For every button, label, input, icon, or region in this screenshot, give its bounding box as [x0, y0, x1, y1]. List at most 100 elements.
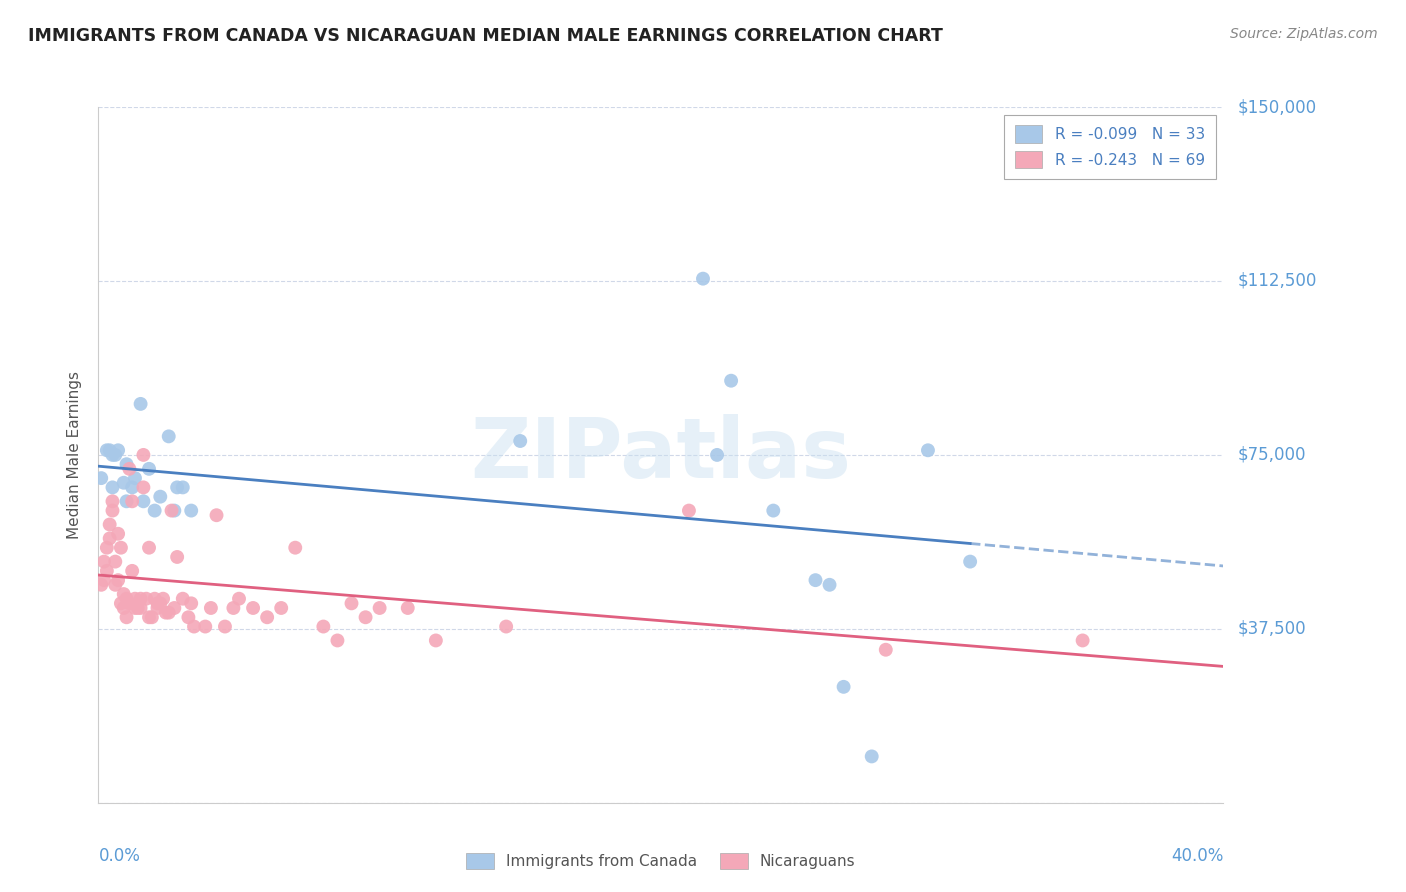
- Point: [155, 606, 177, 620]
- Point: [1071, 633, 1094, 648]
- Point: [163, 503, 186, 517]
- Point: [143, 591, 166, 606]
- Text: ZIPatlas: ZIPatlas: [471, 415, 851, 495]
- Y-axis label: Median Male Earnings: Median Male Earnings: [67, 371, 83, 539]
- Point: [129, 591, 152, 606]
- Point: [124, 591, 146, 606]
- Point: [138, 541, 160, 555]
- Point: [138, 462, 160, 476]
- Point: [112, 601, 135, 615]
- Point: [121, 564, 143, 578]
- Point: [138, 610, 160, 624]
- Point: [90, 578, 112, 592]
- Point: [118, 596, 141, 610]
- Point: [340, 596, 363, 610]
- Point: [270, 601, 292, 615]
- Legend: R = -0.099   N = 33, R = -0.243   N = 69: R = -0.099 N = 33, R = -0.243 N = 69: [1004, 115, 1216, 179]
- Point: [172, 480, 194, 494]
- Point: [354, 610, 377, 624]
- Point: [129, 397, 152, 411]
- Point: [284, 541, 307, 555]
- Point: [118, 462, 141, 476]
- Point: [121, 494, 143, 508]
- Point: [228, 591, 250, 606]
- Point: [163, 601, 186, 615]
- Point: [104, 555, 127, 569]
- Point: [509, 434, 531, 448]
- Point: [115, 610, 138, 624]
- Text: $75,000: $75,000: [1237, 446, 1306, 464]
- Point: [115, 591, 138, 606]
- Point: [149, 490, 172, 504]
- Point: [104, 578, 127, 592]
- Point: [160, 503, 183, 517]
- Point: [425, 633, 447, 648]
- Point: [132, 494, 155, 508]
- Point: [146, 596, 169, 610]
- Point: [96, 541, 118, 555]
- Point: [860, 749, 883, 764]
- Point: [149, 596, 172, 610]
- Point: [141, 610, 163, 624]
- Point: [124, 601, 146, 615]
- Point: [135, 591, 157, 606]
- Point: [205, 508, 228, 523]
- Point: [157, 606, 180, 620]
- Text: IMMIGRANTS FROM CANADA VS NICARAGUAN MEDIAN MALE EARNINGS CORRELATION CHART: IMMIGRANTS FROM CANADA VS NICARAGUAN MED…: [28, 27, 943, 45]
- Text: $150,000: $150,000: [1237, 98, 1316, 116]
- Point: [678, 503, 700, 517]
- Text: $112,500: $112,500: [1237, 272, 1316, 290]
- Point: [180, 596, 202, 610]
- Point: [166, 480, 188, 494]
- Point: [98, 532, 121, 546]
- Point: [720, 374, 742, 388]
- Point: [256, 610, 278, 624]
- Point: [917, 443, 939, 458]
- Point: [143, 503, 166, 517]
- Point: [127, 601, 149, 615]
- Point: [124, 471, 146, 485]
- Point: [121, 480, 143, 494]
- Point: [157, 429, 180, 443]
- Point: [312, 619, 335, 633]
- Point: [959, 555, 981, 569]
- Point: [180, 503, 202, 517]
- Point: [101, 503, 124, 517]
- Text: 40.0%: 40.0%: [1171, 847, 1223, 865]
- Point: [129, 601, 152, 615]
- Point: [326, 633, 349, 648]
- Text: Source: ZipAtlas.com: Source: ZipAtlas.com: [1230, 27, 1378, 41]
- Point: [107, 443, 129, 458]
- Point: [495, 619, 517, 633]
- Point: [818, 578, 841, 592]
- Point: [112, 587, 135, 601]
- Point: [93, 555, 115, 569]
- Point: [832, 680, 855, 694]
- Point: [104, 448, 127, 462]
- Point: [146, 601, 169, 615]
- Point: [132, 448, 155, 462]
- Point: [115, 457, 138, 471]
- Point: [110, 541, 132, 555]
- Point: [107, 526, 129, 541]
- Point: [177, 610, 200, 624]
- Point: [98, 443, 121, 458]
- Point: [692, 271, 714, 285]
- Point: [107, 573, 129, 587]
- Legend: Immigrants from Canada, Nicaraguans: Immigrants from Canada, Nicaraguans: [460, 847, 862, 875]
- Point: [96, 564, 118, 578]
- Point: [96, 443, 118, 458]
- Point: [706, 448, 728, 462]
- Point: [110, 596, 132, 610]
- Point: [115, 494, 138, 508]
- Text: 0.0%: 0.0%: [98, 847, 141, 865]
- Point: [875, 642, 897, 657]
- Point: [101, 480, 124, 494]
- Point: [101, 494, 124, 508]
- Point: [214, 619, 236, 633]
- Point: [762, 503, 785, 517]
- Point: [368, 601, 391, 615]
- Point: [166, 549, 188, 564]
- Point: [242, 601, 264, 615]
- Point: [101, 448, 124, 462]
